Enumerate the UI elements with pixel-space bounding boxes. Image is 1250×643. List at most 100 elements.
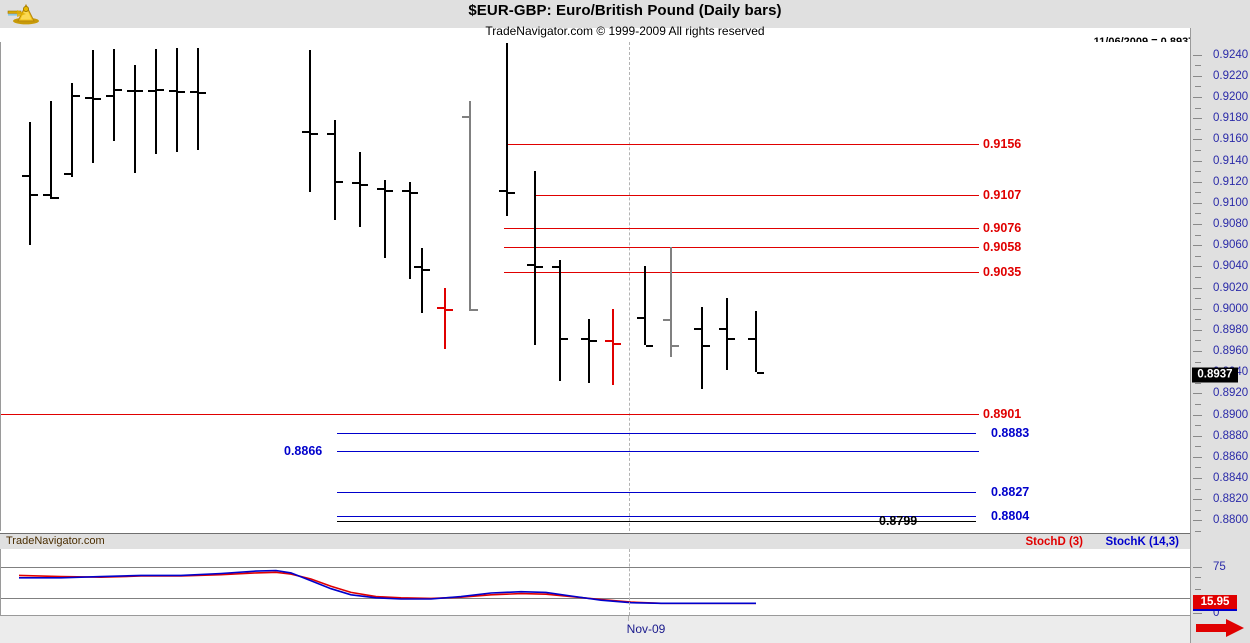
level-line xyxy=(534,195,976,197)
axis-tick xyxy=(1193,329,1202,331)
axis-tick xyxy=(1193,54,1202,56)
ohlc-open-tick xyxy=(402,190,409,193)
axis-minor-tick xyxy=(1195,319,1201,321)
axis-tick xyxy=(1193,414,1202,416)
ohlc-close-tick xyxy=(614,342,621,345)
level-tick xyxy=(971,247,979,249)
title-bar: $EUR-GBP: Euro/British Pound (Daily bars… xyxy=(0,0,1250,28)
axis-minor-tick xyxy=(1195,234,1201,236)
axis-tick xyxy=(1193,266,1202,268)
ohlc-close-tick xyxy=(52,196,59,199)
axis-label: 0.8900 xyxy=(1213,408,1249,421)
axis-minor-tick xyxy=(1195,276,1201,278)
ohlc-bar xyxy=(155,49,157,155)
axis-minor-tick xyxy=(1195,403,1201,405)
axis-label: 0.8880 xyxy=(1213,429,1249,442)
ohlc-open-tick xyxy=(377,188,384,191)
level-tick xyxy=(971,228,979,230)
level-label: 0.8901 xyxy=(983,406,1022,421)
axis-minor-tick xyxy=(1195,488,1201,490)
indicator-axis-label: 75 xyxy=(1213,561,1226,574)
level-label: 0.8804 xyxy=(991,509,1030,524)
axis-tick xyxy=(1193,435,1202,437)
ohlc-close-tick xyxy=(199,91,206,94)
axis-label: 0.8860 xyxy=(1213,450,1249,463)
ohlc-close-tick xyxy=(471,308,478,311)
axis-tick xyxy=(1193,456,1202,458)
level-tick xyxy=(971,143,979,145)
level-label: 0.9035 xyxy=(983,264,1022,279)
axis-label: 0.8840 xyxy=(1213,472,1249,485)
axis-label: 0.8920 xyxy=(1213,387,1249,400)
ohlc-close-tick xyxy=(536,266,543,269)
axis-tick xyxy=(1193,75,1202,77)
watermark-label: TradeNavigator.com xyxy=(6,535,105,547)
ohlc-open-tick xyxy=(462,116,469,119)
ohlc-close-tick xyxy=(508,192,515,195)
price-chart-pane[interactable]: 0.9156 0.9107 0.9076 0.9058 0.9035 0.8901 0.88… xyxy=(0,42,1191,531)
level-label: 0.9156 xyxy=(983,136,1022,151)
ohlc-open-tick xyxy=(148,89,155,92)
level-label: 0.9076 xyxy=(983,221,1022,236)
axis-minor-tick xyxy=(1195,128,1201,130)
axis-minor-tick xyxy=(1195,425,1201,427)
ohlc-bar xyxy=(197,48,199,150)
indicator-axis-label: 0 xyxy=(1213,607,1220,619)
level-line xyxy=(1,413,976,415)
level-label: 0.9107 xyxy=(983,188,1022,203)
ohlc-open-tick xyxy=(437,306,444,309)
ohlc-close-tick xyxy=(94,98,101,101)
ohlc-close-tick xyxy=(311,133,318,136)
axis-minor-tick xyxy=(1195,65,1201,67)
ohlc-open-tick xyxy=(327,133,334,136)
axis-tick xyxy=(1193,118,1202,120)
ohlc-close-tick xyxy=(157,88,164,91)
ohlc-close-tick xyxy=(31,194,38,197)
current-price-tag: 0.8937 xyxy=(1192,367,1238,383)
level-tick xyxy=(971,271,979,273)
indicator-axis-minor-tick xyxy=(1195,588,1201,590)
ohlc-close-tick xyxy=(446,308,453,311)
ohlc-close-tick xyxy=(672,344,679,347)
ohlc-open-tick xyxy=(719,327,726,330)
ohlc-bar xyxy=(588,319,590,383)
axis-tick xyxy=(1193,499,1202,501)
axis-tick xyxy=(1193,139,1202,141)
axis-tick xyxy=(1193,478,1202,480)
ohlc-close-tick xyxy=(115,88,122,91)
ohlc-open-tick xyxy=(414,266,421,269)
axis-label: 0.9020 xyxy=(1213,281,1249,294)
stochastic-pane[interactable]: StochD (3) StochK (14,3) xyxy=(0,536,1191,615)
ohlc-open-tick xyxy=(169,89,176,92)
axis-tick xyxy=(1193,520,1202,522)
ohlc-open-tick xyxy=(663,319,670,322)
ohlc-bar xyxy=(670,247,672,358)
level-line xyxy=(337,450,979,452)
axis-label: 0.9040 xyxy=(1213,260,1249,273)
axis-minor-tick xyxy=(1195,149,1201,151)
axis-label: 0.9140 xyxy=(1213,154,1249,167)
ohlc-close-tick xyxy=(423,268,430,271)
axis-tick xyxy=(1193,181,1202,183)
ohlc-bar xyxy=(309,50,311,193)
level-tick xyxy=(971,413,979,415)
axis-label: 0.9060 xyxy=(1213,239,1249,252)
ohlc-bar xyxy=(506,43,508,216)
indicator-value-tag: 15.95 xyxy=(1193,595,1237,612)
ohlc-close-tick xyxy=(136,89,143,92)
date-axis: Nov-09 xyxy=(0,615,1190,643)
axis-minor-tick xyxy=(1195,192,1201,194)
ohlc-bar xyxy=(726,298,728,371)
ohlc-bar xyxy=(359,152,361,228)
ohlc-open-tick xyxy=(85,97,92,100)
ohlc-close-tick xyxy=(703,344,710,347)
ohlc-open-tick xyxy=(22,175,29,178)
ohlc-open-tick xyxy=(43,194,50,197)
price-axis[interactable]: 0.9240 0.9220 0.9200 0.9180 0.9160 0.9140 0.91… xyxy=(1190,28,1250,643)
level-line xyxy=(504,228,976,230)
ohlc-close-tick xyxy=(411,192,418,195)
axis-label: 0.9120 xyxy=(1213,175,1249,188)
indicator-axis-tick xyxy=(1193,567,1202,569)
legend-stoch-d: StochD (3) xyxy=(1025,536,1084,548)
ohlc-open-tick xyxy=(64,173,71,176)
